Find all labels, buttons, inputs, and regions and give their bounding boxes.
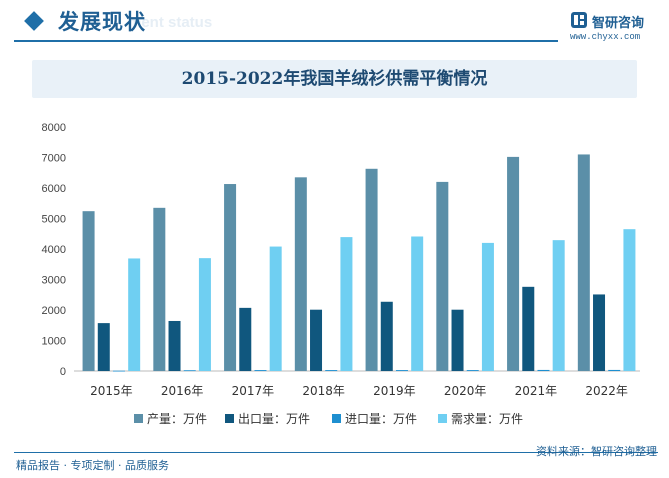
y-tick-label: 6000 [42, 183, 66, 195]
header-divider [14, 40, 558, 42]
x-tick-label: 2022年 [585, 384, 628, 398]
bar-4 [128, 258, 141, 371]
bar-4 [198, 258, 211, 371]
bar-3 [608, 369, 621, 371]
y-tick-label: 5000 [42, 214, 66, 226]
y-tick-label: 7000 [42, 153, 66, 165]
legend-label: 产量：万件 [147, 412, 207, 426]
bar-3 [254, 370, 267, 371]
bar-1 [507, 156, 520, 371]
x-tick-label: 2021年 [515, 384, 558, 398]
bar-3 [112, 370, 125, 372]
bar-1 [294, 177, 307, 371]
bar-1 [82, 211, 95, 371]
section-title: 发展现状 [58, 10, 146, 34]
bar-2 [310, 309, 323, 371]
bar-4 [552, 240, 565, 371]
x-tick-label: 2019年 [373, 384, 416, 398]
logo-url: www.chyxx.com [570, 32, 641, 42]
bar-1 [224, 184, 237, 371]
bar-3 [183, 370, 196, 372]
bar-2 [97, 323, 110, 371]
y-tick-label: 0 [60, 366, 66, 378]
bar-3 [325, 370, 338, 371]
chart-title: 2015-2022年我国羊绒衫供需平衡情况 [181, 69, 488, 89]
legend-swatch [225, 414, 234, 423]
bar-4 [340, 237, 353, 371]
bar-4 [411, 236, 424, 371]
legend-label: 需求量：万件 [451, 412, 523, 426]
brand-logo: 智研咨询 www.chyxx.com [562, 5, 666, 45]
x-tick-label: 2020年 [444, 384, 487, 398]
y-tick-label: 2000 [42, 305, 66, 317]
legend-swatch [438, 414, 447, 423]
bar-4 [623, 229, 636, 371]
bar-1 [365, 168, 378, 371]
x-tick-label: 2016年 [161, 384, 204, 398]
logo-icon [571, 12, 587, 28]
y-tick-label: 8000 [42, 122, 66, 134]
bar-2 [239, 307, 252, 371]
bar-3 [466, 370, 479, 371]
bar-2 [168, 320, 181, 371]
legend-label: 出口量：万件 [238, 412, 310, 426]
bar-2 [522, 286, 535, 371]
bar-1 [153, 207, 166, 371]
legend-label: 进口量：万件 [345, 412, 417, 426]
x-tick-label: 2018年 [302, 384, 345, 398]
footer-source: 资料来源：智研咨询整理 [536, 445, 657, 458]
x-tick-label: 2017年 [232, 384, 275, 398]
logo-name: 智研咨询 [592, 16, 645, 31]
y-tick-label: 3000 [42, 275, 66, 287]
bar-1 [577, 154, 590, 371]
footer-divider [14, 452, 658, 453]
section-subtitle-watermark: ment status [128, 14, 213, 31]
bar-3 [395, 370, 408, 371]
legend-swatch [332, 414, 341, 423]
x-tick-label: 2015年 [90, 384, 133, 398]
footer-tagline: 精品报告 · 专项定制 · 品质服务 [16, 459, 169, 472]
bar-2 [451, 309, 464, 371]
bar-1 [436, 181, 449, 371]
bar-4 [269, 246, 282, 371]
section-header: ment status 发展现状 [0, 0, 669, 44]
y-tick-label: 1000 [42, 336, 66, 348]
legend-swatch [134, 414, 143, 423]
y-tick-label: 4000 [42, 244, 66, 256]
chart-title-box: 2015-2022年我国羊绒衫供需平衡情况 [32, 60, 637, 98]
bar-3 [537, 369, 550, 371]
bar-4 [481, 242, 494, 371]
bar-2 [593, 294, 606, 371]
bar-2 [380, 301, 393, 371]
